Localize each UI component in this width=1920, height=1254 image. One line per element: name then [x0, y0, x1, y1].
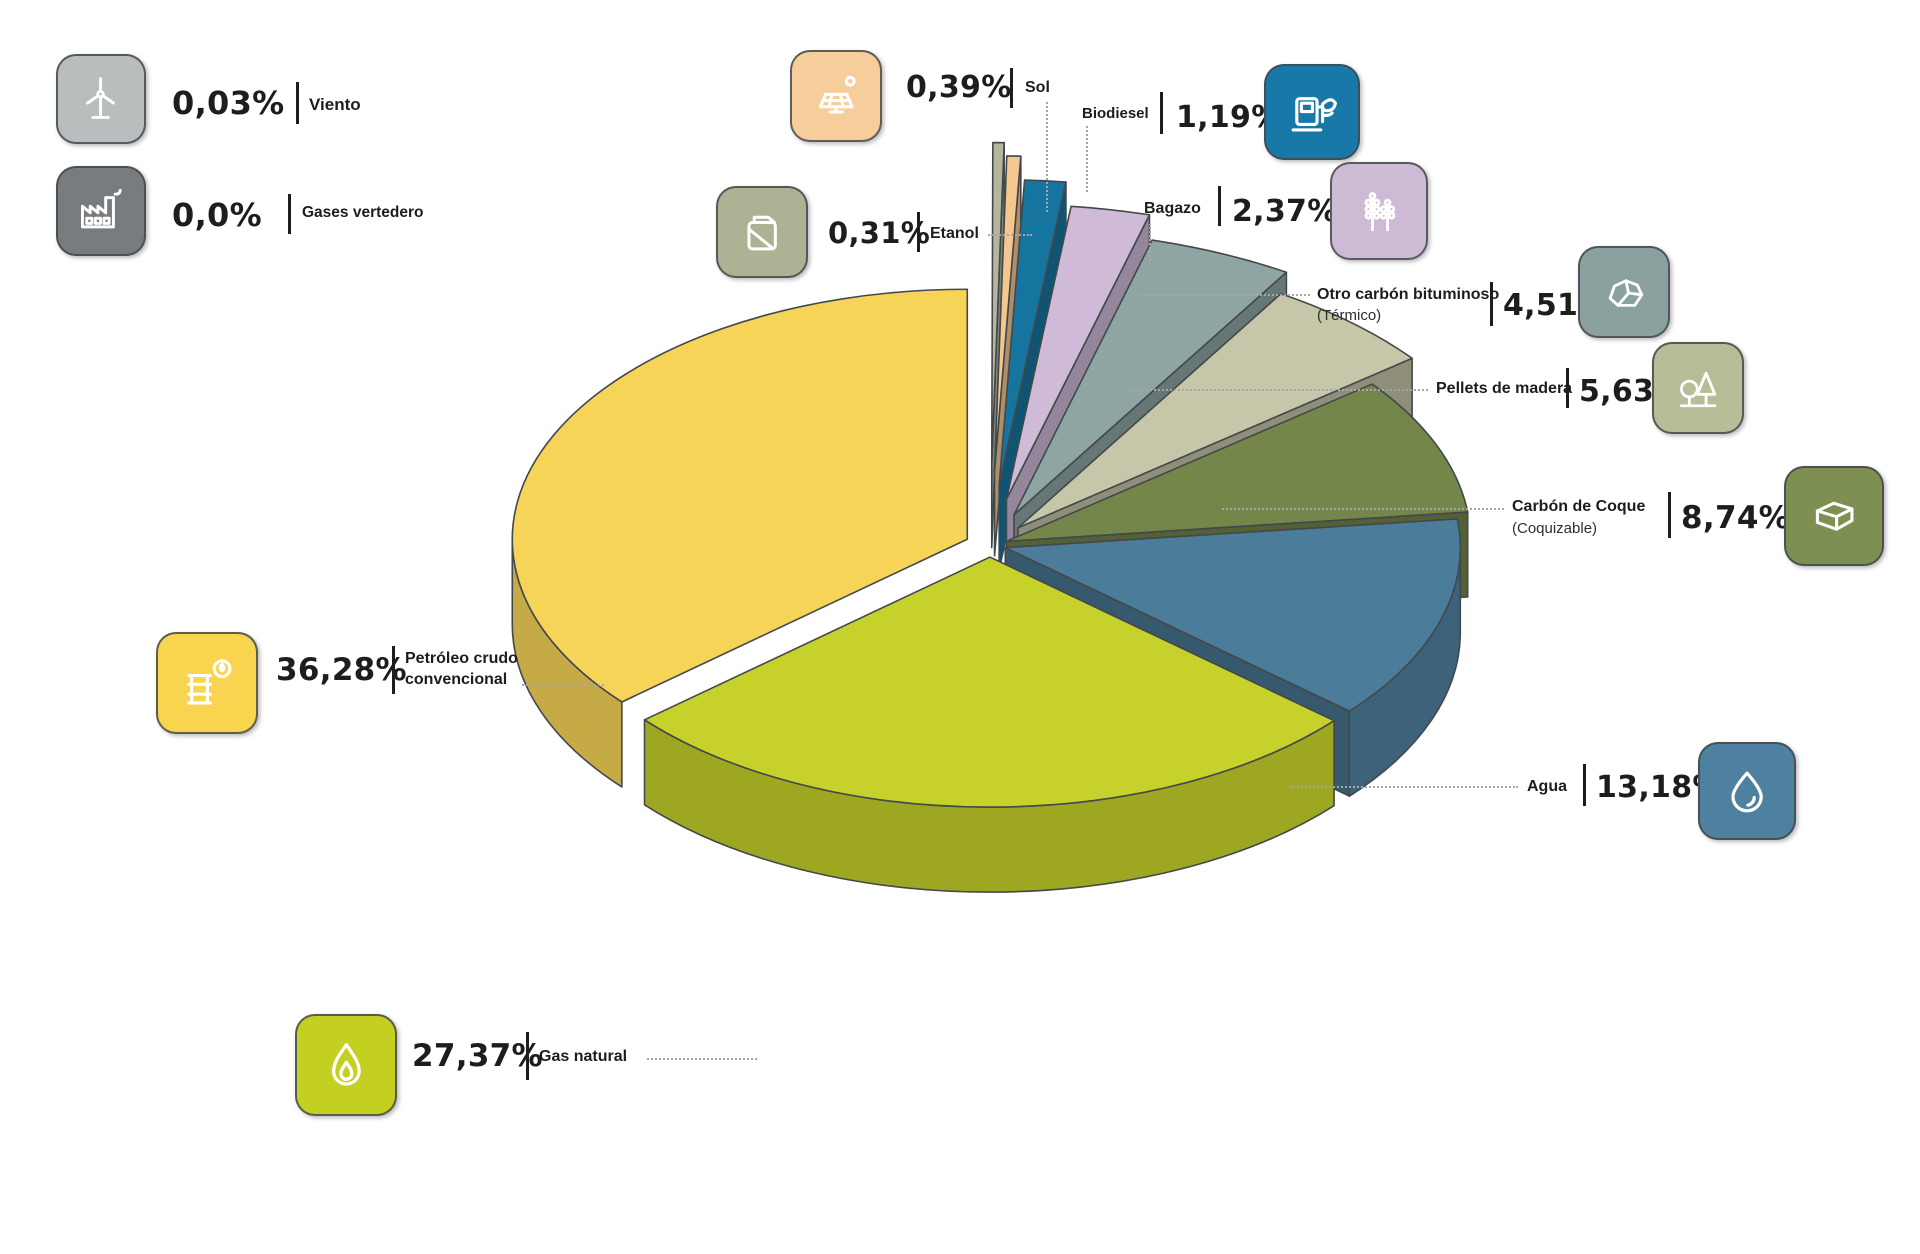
- bagazo-tile: [1330, 162, 1428, 260]
- agua-leader-line: [1290, 786, 1518, 788]
- gases-vertedero-label: Gases vertedero: [302, 204, 424, 221]
- petroleo-label-line1: Petróleo crudo: [405, 650, 518, 667]
- pellets-label: Pellets de madera: [1436, 380, 1573, 397]
- pie-slice-gas-natural: [643, 556, 1335, 808]
- gas-natural-value: 27,37%: [412, 1038, 543, 1074]
- biodiesel-label: Biodiesel: [1082, 105, 1149, 122]
- coque-divider: [1668, 492, 1671, 538]
- biodiesel-leader-line: [1086, 126, 1088, 192]
- viento-tile: [56, 54, 146, 144]
- pie-slice-otro-carb-n-bituminoso: [1013, 239, 1288, 516]
- viento-value: 0,03%: [172, 84, 285, 122]
- petroleo-value: 36,28%: [276, 652, 407, 688]
- fuel-can-icon: [747, 215, 777, 251]
- otro-carbon-leader-line: [1140, 294, 1310, 296]
- petroleo-leader-line: [522, 684, 604, 686]
- etanol-leader-line: [988, 234, 1032, 236]
- water-drop-icon: [1731, 771, 1763, 813]
- gases-vertedero-tile: [56, 166, 146, 256]
- otro-carbon-tile: [1578, 246, 1670, 338]
- etanol-tile: [716, 186, 808, 278]
- sol-label: Sol: [1025, 79, 1050, 96]
- fuel-pump-leaf-icon: [1291, 96, 1337, 132]
- coque-leader-line: [1222, 508, 1504, 510]
- agua-tile: [1698, 742, 1796, 840]
- pellets-tile: [1652, 342, 1744, 434]
- gases-vertedero-divider: [288, 194, 291, 234]
- factory-icon: [81, 189, 123, 229]
- gas-natural-leader-line: [647, 1058, 757, 1060]
- pellets-divider: [1566, 368, 1569, 408]
- agua-divider: [1583, 764, 1586, 806]
- bagazo-label: Bagazo: [1144, 200, 1201, 217]
- sol-tile: [790, 50, 882, 142]
- coque-value: 8,74%: [1681, 500, 1791, 536]
- pie-slice-etanol: [990, 141, 1005, 464]
- oil-barrel-icon: [186, 658, 232, 705]
- coke-block-icon: [1816, 501, 1854, 531]
- trees-icon: [1679, 371, 1717, 408]
- pellets-leader-line: [1130, 389, 1428, 391]
- coque-label: Carbón de Coque: [1512, 498, 1646, 515]
- agua-label: Agua: [1527, 778, 1567, 795]
- petroleo-label-line2: convencional: [405, 671, 508, 688]
- etanol-divider: [917, 212, 920, 252]
- flame-icon: [331, 1042, 361, 1086]
- pie-slice-bagazo: [1005, 205, 1151, 500]
- viento-label: Viento: [309, 95, 361, 114]
- bagazo-leader-line: [1149, 224, 1151, 264]
- sugarcane-icon: [1364, 192, 1396, 232]
- bagazo-value: 2,37%: [1232, 194, 1338, 229]
- biodiesel-divider: [1160, 92, 1163, 134]
- viento-divider: [296, 82, 299, 124]
- coque-tile: [1784, 466, 1884, 566]
- petroleo-divider: [392, 646, 395, 694]
- gases-vertedero-value: 0,0%: [172, 196, 262, 234]
- biodiesel-value: 1,19%: [1176, 100, 1282, 135]
- coque-sublabel: (Coquizable): [1512, 520, 1598, 537]
- biodiesel-tile: [1264, 64, 1360, 160]
- sol-leader-line: [1046, 102, 1048, 212]
- pie-slice-carb-n-de-coque: [1005, 383, 1469, 543]
- pie-slice-petr-leo-crudo-convencional: [511, 288, 969, 703]
- coal-rock-icon: [1608, 279, 1644, 307]
- pie-slice-agua: [1004, 518, 1462, 712]
- bagazo-divider: [1218, 186, 1221, 226]
- gas-natural-tile: [295, 1014, 397, 1116]
- etanol-value: 0,31%: [828, 216, 931, 250]
- otro-carbon-sublabel: (Térmico): [1317, 307, 1382, 324]
- gas-natural-divider: [526, 1032, 529, 1080]
- wind-turbine-icon: [86, 77, 116, 120]
- pie-slice-biodiesel: [998, 179, 1067, 486]
- solar-panel-icon: [818, 75, 856, 114]
- petroleo-tile: [156, 632, 258, 734]
- otro-carbon-label: Otro carbón bituminoso: [1317, 286, 1500, 303]
- otro-carbon-divider: [1490, 282, 1493, 326]
- sol-divider: [1010, 68, 1013, 108]
- sol-value: 0,39%: [906, 70, 1012, 105]
- etanol-label: Etanol: [930, 225, 979, 242]
- gas-natural-label: Gas natural: [539, 1048, 628, 1065]
